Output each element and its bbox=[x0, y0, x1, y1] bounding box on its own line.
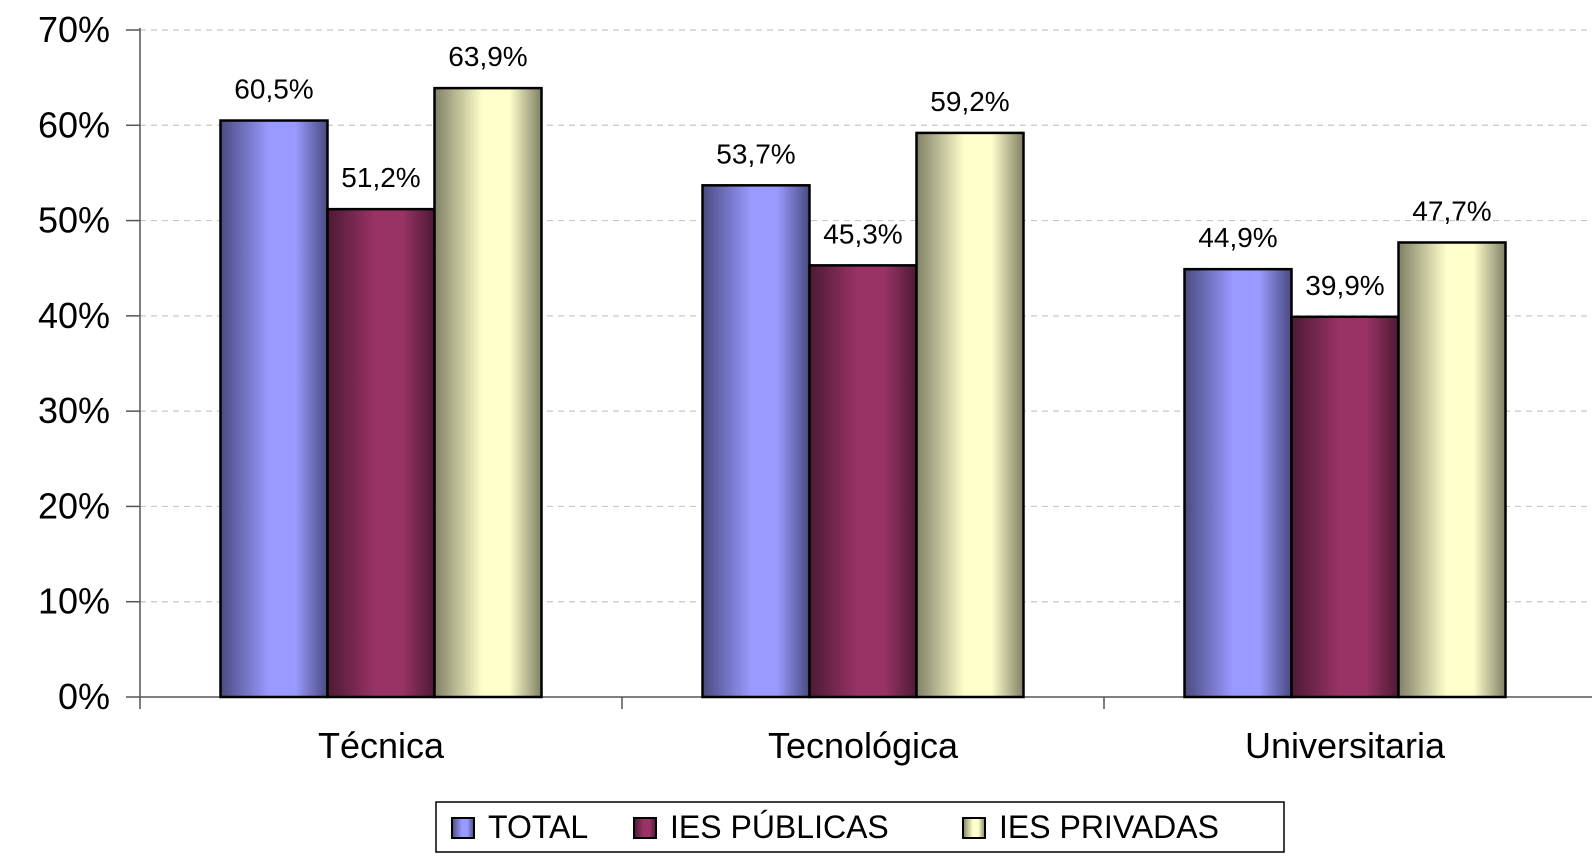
bar-total-1 bbox=[219, 119, 329, 699]
data-label: 47,7% bbox=[1412, 195, 1491, 226]
legend-swatch bbox=[451, 817, 475, 839]
data-label: 44,9% bbox=[1198, 222, 1277, 253]
legend-swatch bbox=[962, 817, 986, 839]
bar-total-2 bbox=[701, 184, 811, 699]
bar-ies-privadas-3 bbox=[1397, 241, 1507, 699]
legend-swatch bbox=[633, 817, 657, 839]
y-tick-label: 0% bbox=[58, 676, 110, 717]
y-tick-label: 10% bbox=[38, 581, 110, 622]
data-label: 60,5% bbox=[234, 74, 313, 105]
bars bbox=[219, 86, 1507, 699]
legend-label: IES PÚBLICAS bbox=[670, 809, 889, 845]
bar-ies-privadas-1 bbox=[433, 86, 543, 699]
legend: TOTAL IES PÚBLICAS IES PRIVADAS bbox=[435, 801, 1285, 853]
y-tick-label: 30% bbox=[38, 390, 110, 431]
data-label: 59,2% bbox=[930, 86, 1009, 117]
y-tick-label: 70% bbox=[38, 9, 110, 50]
x-category-label: Técnica bbox=[318, 725, 445, 766]
data-label: 39,9% bbox=[1305, 270, 1384, 301]
bar-ies-p-blicas-2 bbox=[808, 264, 918, 699]
data-label: 51,2% bbox=[341, 162, 420, 193]
data-label: 45,3% bbox=[823, 218, 902, 249]
data-labels: 60,5% 51,2% 63,9% 53,7% 45,3% 59,2% 44,9% 39,9%… bbox=[234, 41, 1491, 301]
bar-total-3 bbox=[1183, 267, 1293, 699]
y-tick-label: 20% bbox=[38, 485, 110, 526]
bar-ies-privadas-2 bbox=[915, 131, 1025, 699]
y-tick-label: 40% bbox=[38, 295, 110, 336]
legend-box bbox=[435, 801, 1285, 853]
legend-label: TOTAL bbox=[488, 809, 588, 845]
data-label: 53,7% bbox=[716, 138, 795, 169]
y-tick-label: 50% bbox=[38, 200, 110, 241]
data-label: 63,9% bbox=[448, 41, 527, 72]
bar-ies-p-blicas-1 bbox=[326, 207, 436, 699]
legend-label: IES PRIVADAS bbox=[999, 809, 1219, 845]
x-category-label: Tecnológica bbox=[768, 725, 959, 766]
y-tick-label: 60% bbox=[38, 104, 110, 145]
bar-ies-p-blicas-3 bbox=[1290, 315, 1400, 699]
x-category-label: Universitaria bbox=[1245, 725, 1446, 766]
